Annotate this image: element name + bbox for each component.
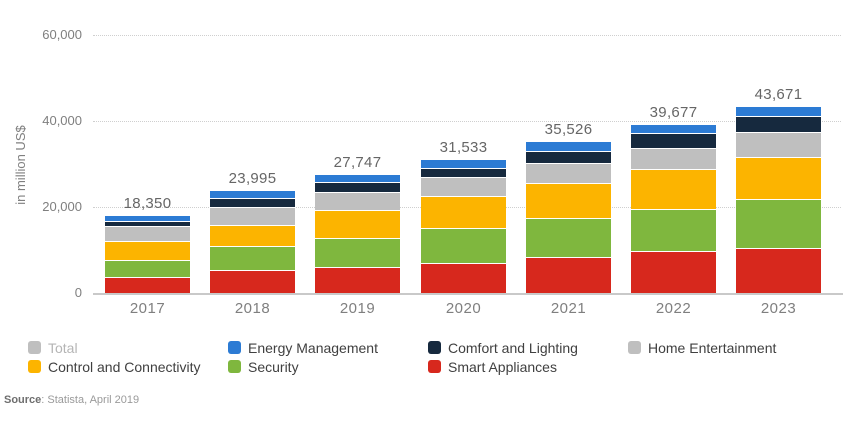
bar-segment-energy-management-2023[interactable] xyxy=(736,106,821,116)
legend-label-energy-management: Energy Management xyxy=(248,339,378,356)
legend-swatch-smart-appliances xyxy=(428,360,441,373)
bar-total-label-2020: 31,533 xyxy=(439,139,488,156)
x-tick-label-2022: 2022 xyxy=(655,300,692,317)
bar-2022 xyxy=(631,124,716,294)
legend-swatch-energy-management xyxy=(228,341,241,354)
legend-swatch-comfort-and-lighting xyxy=(428,341,441,354)
legend-item-control-and-connectivity[interactable]: Control and Connectivity xyxy=(28,357,228,376)
bar-segment-security-2017[interactable] xyxy=(105,260,190,277)
legend-label-total: Total xyxy=(48,339,78,356)
legend-label-control-and-connectivity: Control and Connectivity xyxy=(48,358,201,375)
bar-segment-energy-management-2022[interactable] xyxy=(631,124,716,133)
bar-segment-control-and-connectivity-2020[interactable] xyxy=(421,196,506,228)
bar-2021 xyxy=(526,141,611,294)
bar-segment-energy-management-2021[interactable] xyxy=(526,141,611,151)
bar-segment-comfort-and-lighting-2018[interactable] xyxy=(210,198,295,207)
x-tick-label-2021: 2021 xyxy=(550,300,587,317)
y-tick-label-60000: 60,000 xyxy=(42,27,82,42)
bar-segment-energy-management-2018[interactable] xyxy=(210,190,295,198)
bar-segment-energy-management-2017[interactable] xyxy=(105,215,190,221)
bar-segment-smart-appliances-2021[interactable] xyxy=(526,257,611,294)
source-label: Source xyxy=(4,394,42,406)
legend-label-security: Security xyxy=(248,358,299,375)
bar-segment-comfort-and-lighting-2019[interactable] xyxy=(315,182,400,192)
bar-total-label-2021: 35,526 xyxy=(544,121,593,138)
legend-swatch-security xyxy=(228,360,241,373)
gridline-40000 xyxy=(93,121,841,122)
bar-segment-smart-appliances-2020[interactable] xyxy=(421,263,506,294)
bar-segment-security-2022[interactable] xyxy=(631,209,716,251)
bar-segment-comfort-and-lighting-2022[interactable] xyxy=(631,133,716,148)
legend-swatch-home-entertainment xyxy=(628,341,641,354)
bar-segment-control-and-connectivity-2017[interactable] xyxy=(105,241,190,260)
legend-item-smart-appliances[interactable]: Smart Appliances xyxy=(428,357,628,376)
bar-segment-home-entertainment-2019[interactable] xyxy=(315,192,400,210)
y-tick-label-40000: 40,000 xyxy=(42,113,82,128)
bar-segment-smart-appliances-2019[interactable] xyxy=(315,267,400,294)
bar-segment-control-and-connectivity-2021[interactable] xyxy=(526,183,611,218)
bar-segment-home-entertainment-2020[interactable] xyxy=(421,177,506,196)
x-tick-label-2019: 2019 xyxy=(339,300,376,317)
bar-total-label-2019: 27,747 xyxy=(333,154,382,171)
x-axis-line xyxy=(93,293,843,295)
bar-2023 xyxy=(736,106,821,294)
y-tick-label-0: 0 xyxy=(74,285,82,300)
x-tick-label-2017: 2017 xyxy=(129,300,166,317)
bar-segment-control-and-connectivity-2018[interactable] xyxy=(210,225,295,246)
bar-segment-home-entertainment-2023[interactable] xyxy=(736,132,821,157)
source-text: : Statista, April 2019 xyxy=(41,394,140,406)
x-tick-label-2023: 2023 xyxy=(760,300,797,317)
legend-item-home-entertainment[interactable]: Home Entertainment xyxy=(628,338,828,357)
bar-segment-security-2021[interactable] xyxy=(526,218,611,257)
bar-segment-control-and-connectivity-2019[interactable] xyxy=(315,210,400,238)
bar-2017 xyxy=(105,215,190,294)
bar-segment-home-entertainment-2018[interactable] xyxy=(210,207,295,225)
bar-segment-security-2018[interactable] xyxy=(210,246,295,270)
bar-segment-home-entertainment-2017[interactable] xyxy=(105,226,190,241)
y-axis-title: in million US$ xyxy=(13,125,28,205)
legend-swatch-total xyxy=(28,341,41,354)
bar-segment-security-2019[interactable] xyxy=(315,238,400,267)
bar-segment-smart-appliances-2017[interactable] xyxy=(105,277,190,294)
legend-label-comfort-and-lighting: Comfort and Lighting xyxy=(448,339,578,356)
bar-segment-security-2023[interactable] xyxy=(736,199,821,248)
x-tick-label-2020: 2020 xyxy=(445,300,482,317)
chart-legend: Total Energy Management Comfort and Lighti… xyxy=(28,338,828,376)
bar-segment-energy-management-2019[interactable] xyxy=(315,174,400,182)
bar-segment-energy-management-2020[interactable] xyxy=(421,159,506,168)
legend-item-total[interactable]: Total xyxy=(28,338,228,357)
x-tick-label-2018: 2018 xyxy=(234,300,271,317)
bar-2019 xyxy=(315,174,400,294)
bar-segment-security-2020[interactable] xyxy=(421,228,506,263)
legend-label-home-entertainment: Home Entertainment xyxy=(648,339,777,356)
legend-swatch-control-and-connectivity xyxy=(28,360,41,373)
bar-segment-smart-appliances-2018[interactable] xyxy=(210,270,295,294)
bar-segment-smart-appliances-2023[interactable] xyxy=(736,248,821,294)
bar-segment-home-entertainment-2022[interactable] xyxy=(631,148,716,169)
bar-total-label-2023: 43,671 xyxy=(754,86,803,103)
bar-2020 xyxy=(421,159,506,294)
bar-segment-control-and-connectivity-2023[interactable] xyxy=(736,157,821,199)
legend-item-comfort-and-lighting[interactable]: Comfort and Lighting xyxy=(428,338,628,357)
y-tick-label-20000: 20,000 xyxy=(42,199,82,214)
bar-total-label-2017: 18,350 xyxy=(123,195,172,212)
bar-total-label-2022: 39,677 xyxy=(649,104,698,121)
bar-total-label-2018: 23,995 xyxy=(228,170,277,187)
bar-segment-comfort-and-lighting-2021[interactable] xyxy=(526,151,611,163)
bar-segment-comfort-and-lighting-2020[interactable] xyxy=(421,168,506,177)
bar-segment-smart-appliances-2022[interactable] xyxy=(631,251,716,294)
bar-segment-home-entertainment-2021[interactable] xyxy=(526,163,611,183)
legend-item-security[interactable]: Security xyxy=(228,357,428,376)
legend-item-energy-management[interactable]: Energy Management xyxy=(228,338,428,357)
bar-segment-control-and-connectivity-2022[interactable] xyxy=(631,169,716,209)
gridline-60000 xyxy=(93,35,841,36)
legend-label-smart-appliances: Smart Appliances xyxy=(448,358,557,375)
source-note: Source: Statista, April 2019 xyxy=(4,394,139,406)
bar-2018 xyxy=(210,190,295,294)
bar-segment-comfort-and-lighting-2023[interactable] xyxy=(736,116,821,132)
bar-segment-comfort-and-lighting-2017[interactable] xyxy=(105,221,190,226)
